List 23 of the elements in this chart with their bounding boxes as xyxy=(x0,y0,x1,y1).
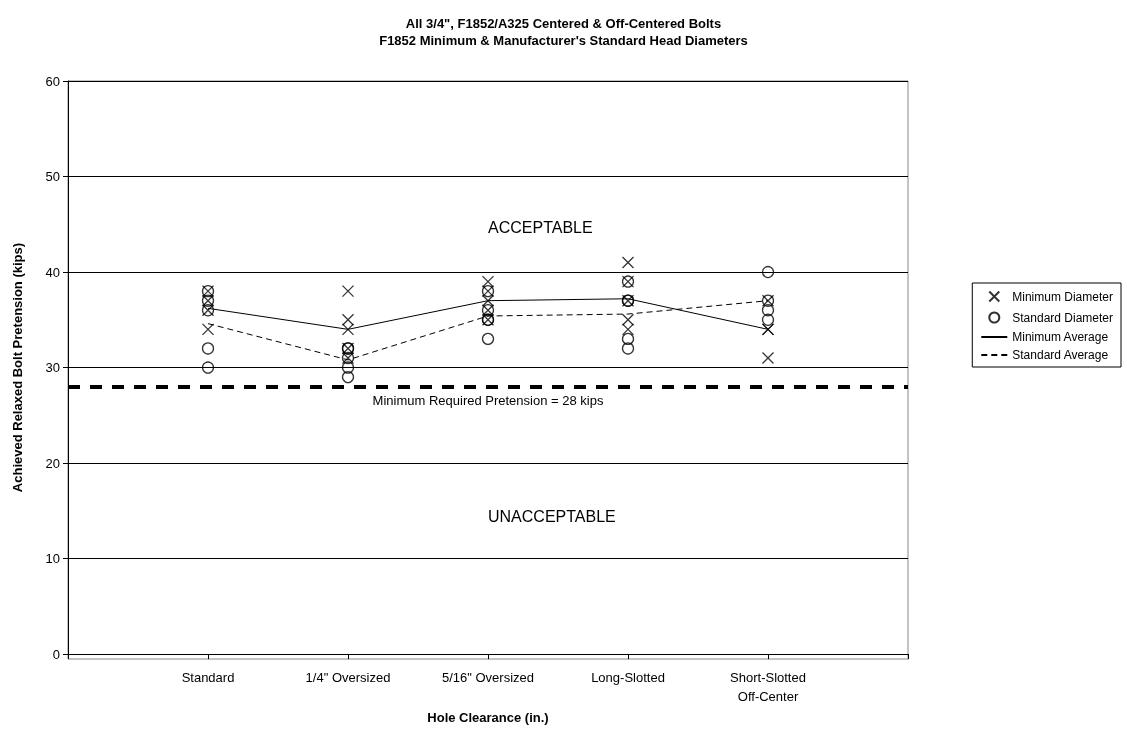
y-tick-label: 0 xyxy=(52,646,60,662)
y-tick-label: 50 xyxy=(45,169,60,185)
y-tick-label: 60 xyxy=(45,73,60,89)
legend-label: Minimum Average xyxy=(1012,330,1109,344)
chart-title: All 3/4", F1852/A325 Centered & Off-Centered Bolts xyxy=(405,16,722,31)
annotation: UNACCEPTABLE xyxy=(488,508,616,526)
x-tick-label: Long-Slotted xyxy=(591,670,665,686)
chart-subtitle: F1852 Minimum & Manufacturer's Standard Head Diameters xyxy=(379,33,748,48)
ref-line-label: Minimum Required Pretension = 28 kips xyxy=(372,392,604,408)
y-tick-label: 10 xyxy=(45,551,60,567)
annotation: ACCEPTABLE xyxy=(488,219,593,237)
x-tick-label: Short-Slotted Off-Center xyxy=(730,670,806,705)
x-tick-label: Standard xyxy=(181,670,235,686)
legend-label: Standard Average xyxy=(1012,348,1109,362)
legend-label: Minimum Diameter xyxy=(1012,289,1113,304)
x-tick-label: 1/4" Oversized xyxy=(305,670,391,686)
y-tick-label: 40 xyxy=(45,264,60,280)
x-axis-title: Hole Clearance (in.) xyxy=(427,710,549,725)
x-tick-label: 5/16" Oversized xyxy=(441,670,535,686)
legend-label: Standard Diameter xyxy=(1012,310,1113,325)
y-axis-title: Achieved Relaxed Bolt Pretension (kips) xyxy=(10,242,25,493)
y-tick-label: 20 xyxy=(45,455,60,471)
y-tick-label: 30 xyxy=(45,360,60,376)
